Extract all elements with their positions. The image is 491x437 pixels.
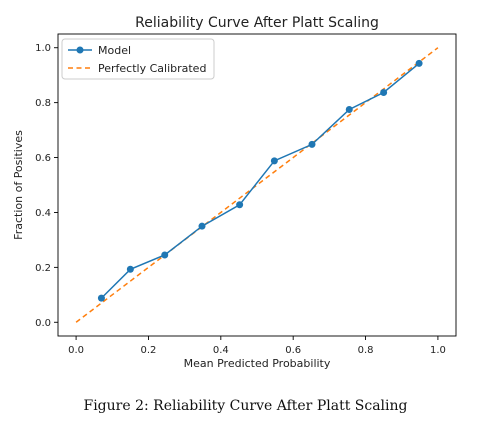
x-axis-label: Mean Predicted Probability — [184, 357, 331, 370]
legend-calibrated-label: Perfectly Calibrated — [98, 62, 206, 75]
figure-caption: Figure 2: Reliability Curve After Platt … — [83, 398, 408, 414]
y-tick-label: 0.8 — [35, 98, 51, 109]
y-axis-label: Fraction of Positives — [12, 130, 25, 240]
model-data-point — [97, 294, 105, 302]
model-data-point — [415, 59, 423, 67]
x-tick-label: 0.8 — [358, 345, 374, 356]
model-data-point — [380, 88, 388, 96]
reliability-chart: Reliability Curve After Platt Scaling 0.… — [12, 15, 457, 370]
series-perfectly-calibrated-line — [75, 47, 439, 323]
plot-area — [57, 33, 457, 337]
axes-frame — [57, 33, 457, 337]
x-tick-label: 0.4 — [213, 345, 229, 356]
legend-box — [61, 38, 215, 80]
model-data-point — [270, 157, 278, 165]
model-data-point — [308, 140, 316, 148]
series-model-points — [97, 59, 423, 302]
legend-model-marker — [76, 46, 84, 54]
x-tick-label: 0.2 — [141, 345, 157, 356]
legend: Model Perfectly Calibrated — [61, 38, 215, 80]
y-tick-label: 0.4 — [35, 208, 51, 219]
chart-title: Reliability Curve After Platt Scaling — [135, 15, 379, 31]
x-tick-label: 0.0 — [68, 345, 84, 356]
model-data-point — [161, 251, 169, 259]
y-tick-label: 1.0 — [35, 43, 51, 54]
y-axis-ticks: 0.0 0.2 0.4 0.6 0.8 1.0 — [35, 43, 58, 329]
model-data-point — [345, 106, 353, 113]
x-tick-label: 1.0 — [430, 345, 446, 356]
model-data-point — [198, 222, 206, 230]
y-tick-label: 0.0 — [35, 318, 51, 329]
series-model-line — [100, 62, 420, 299]
y-tick-label: 0.2 — [35, 263, 51, 274]
x-tick-label: 0.6 — [285, 345, 301, 356]
model-data-point — [126, 265, 134, 273]
legend-model-label: Model — [98, 44, 131, 57]
x-axis-ticks: 0.0 0.2 0.4 0.6 0.8 1.0 — [68, 336, 446, 356]
y-tick-label: 0.6 — [35, 153, 51, 164]
model-data-point — [236, 201, 244, 209]
